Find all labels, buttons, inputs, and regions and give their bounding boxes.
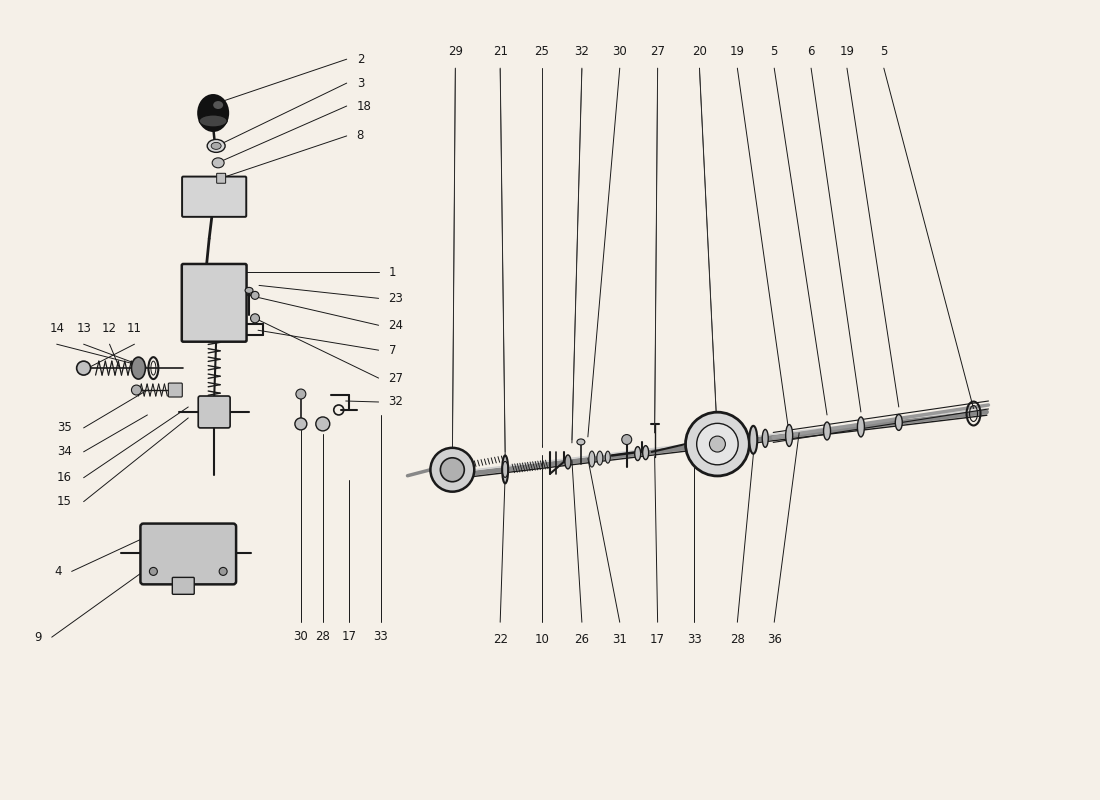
Ellipse shape [503, 455, 508, 483]
Text: 25: 25 [535, 45, 550, 58]
Ellipse shape [211, 142, 221, 150]
Text: 5: 5 [880, 45, 888, 58]
Text: 30: 30 [613, 45, 627, 58]
Text: 4: 4 [54, 565, 62, 578]
Ellipse shape [198, 95, 228, 131]
Text: 17: 17 [341, 630, 356, 642]
Text: 12: 12 [102, 322, 117, 334]
Circle shape [295, 418, 307, 430]
Text: 9: 9 [34, 630, 42, 644]
Text: 10: 10 [535, 633, 550, 646]
Text: 5: 5 [770, 45, 778, 58]
FancyBboxPatch shape [198, 396, 230, 428]
Text: 17: 17 [650, 633, 666, 646]
Ellipse shape [762, 430, 768, 447]
Ellipse shape [824, 422, 830, 440]
Text: 14: 14 [50, 322, 64, 334]
Ellipse shape [857, 417, 865, 437]
Text: 36: 36 [767, 633, 782, 646]
Text: 29: 29 [448, 45, 463, 58]
Text: 21: 21 [493, 45, 508, 58]
Text: 35: 35 [57, 422, 72, 434]
Text: 7: 7 [388, 344, 396, 357]
Circle shape [150, 567, 157, 575]
Circle shape [251, 314, 260, 322]
Text: 8: 8 [356, 130, 364, 142]
Ellipse shape [635, 446, 640, 461]
FancyBboxPatch shape [183, 177, 246, 217]
Text: 13: 13 [76, 322, 91, 334]
Ellipse shape [565, 455, 571, 469]
Text: 16: 16 [57, 471, 72, 484]
Text: 19: 19 [729, 45, 745, 58]
FancyBboxPatch shape [173, 578, 195, 594]
Circle shape [296, 389, 306, 399]
FancyBboxPatch shape [141, 523, 236, 584]
Text: 27: 27 [650, 45, 666, 58]
Ellipse shape [576, 439, 585, 445]
Text: 33: 33 [688, 633, 702, 646]
Circle shape [251, 291, 258, 299]
Text: 22: 22 [493, 633, 508, 646]
Ellipse shape [597, 451, 603, 465]
Ellipse shape [605, 451, 610, 463]
FancyBboxPatch shape [168, 383, 183, 397]
Circle shape [77, 361, 90, 375]
Text: 32: 32 [388, 395, 404, 409]
Text: 18: 18 [356, 99, 372, 113]
Circle shape [430, 448, 474, 492]
Text: 6: 6 [807, 45, 815, 58]
Circle shape [685, 412, 749, 476]
Ellipse shape [642, 446, 649, 460]
Text: 15: 15 [57, 495, 72, 508]
Ellipse shape [132, 357, 145, 379]
Ellipse shape [749, 426, 757, 454]
Ellipse shape [895, 414, 902, 430]
Ellipse shape [213, 101, 223, 109]
Text: 11: 11 [126, 322, 142, 334]
Text: 27: 27 [388, 371, 404, 385]
Circle shape [440, 458, 464, 482]
Ellipse shape [245, 287, 253, 294]
Text: 26: 26 [574, 633, 590, 646]
Circle shape [710, 436, 725, 452]
Text: 24: 24 [388, 318, 404, 332]
FancyBboxPatch shape [182, 264, 246, 342]
Text: 19: 19 [839, 45, 855, 58]
Ellipse shape [199, 115, 227, 127]
Ellipse shape [785, 425, 793, 446]
Text: 2: 2 [356, 53, 364, 66]
Text: 31: 31 [613, 633, 627, 646]
Ellipse shape [588, 451, 595, 467]
FancyBboxPatch shape [217, 174, 226, 183]
Text: 1: 1 [388, 266, 396, 279]
Ellipse shape [207, 139, 226, 152]
Text: 33: 33 [373, 630, 388, 642]
Text: 3: 3 [356, 77, 364, 90]
Circle shape [132, 385, 142, 395]
Circle shape [219, 567, 227, 575]
Text: 23: 23 [388, 292, 404, 305]
Circle shape [621, 434, 631, 445]
Circle shape [696, 423, 738, 465]
Text: 28: 28 [316, 630, 330, 642]
Ellipse shape [212, 158, 224, 168]
Text: 32: 32 [574, 45, 590, 58]
Text: 30: 30 [294, 630, 308, 642]
Text: 34: 34 [57, 446, 72, 458]
Text: 20: 20 [692, 45, 707, 58]
Circle shape [316, 417, 330, 431]
Text: 28: 28 [730, 633, 745, 646]
